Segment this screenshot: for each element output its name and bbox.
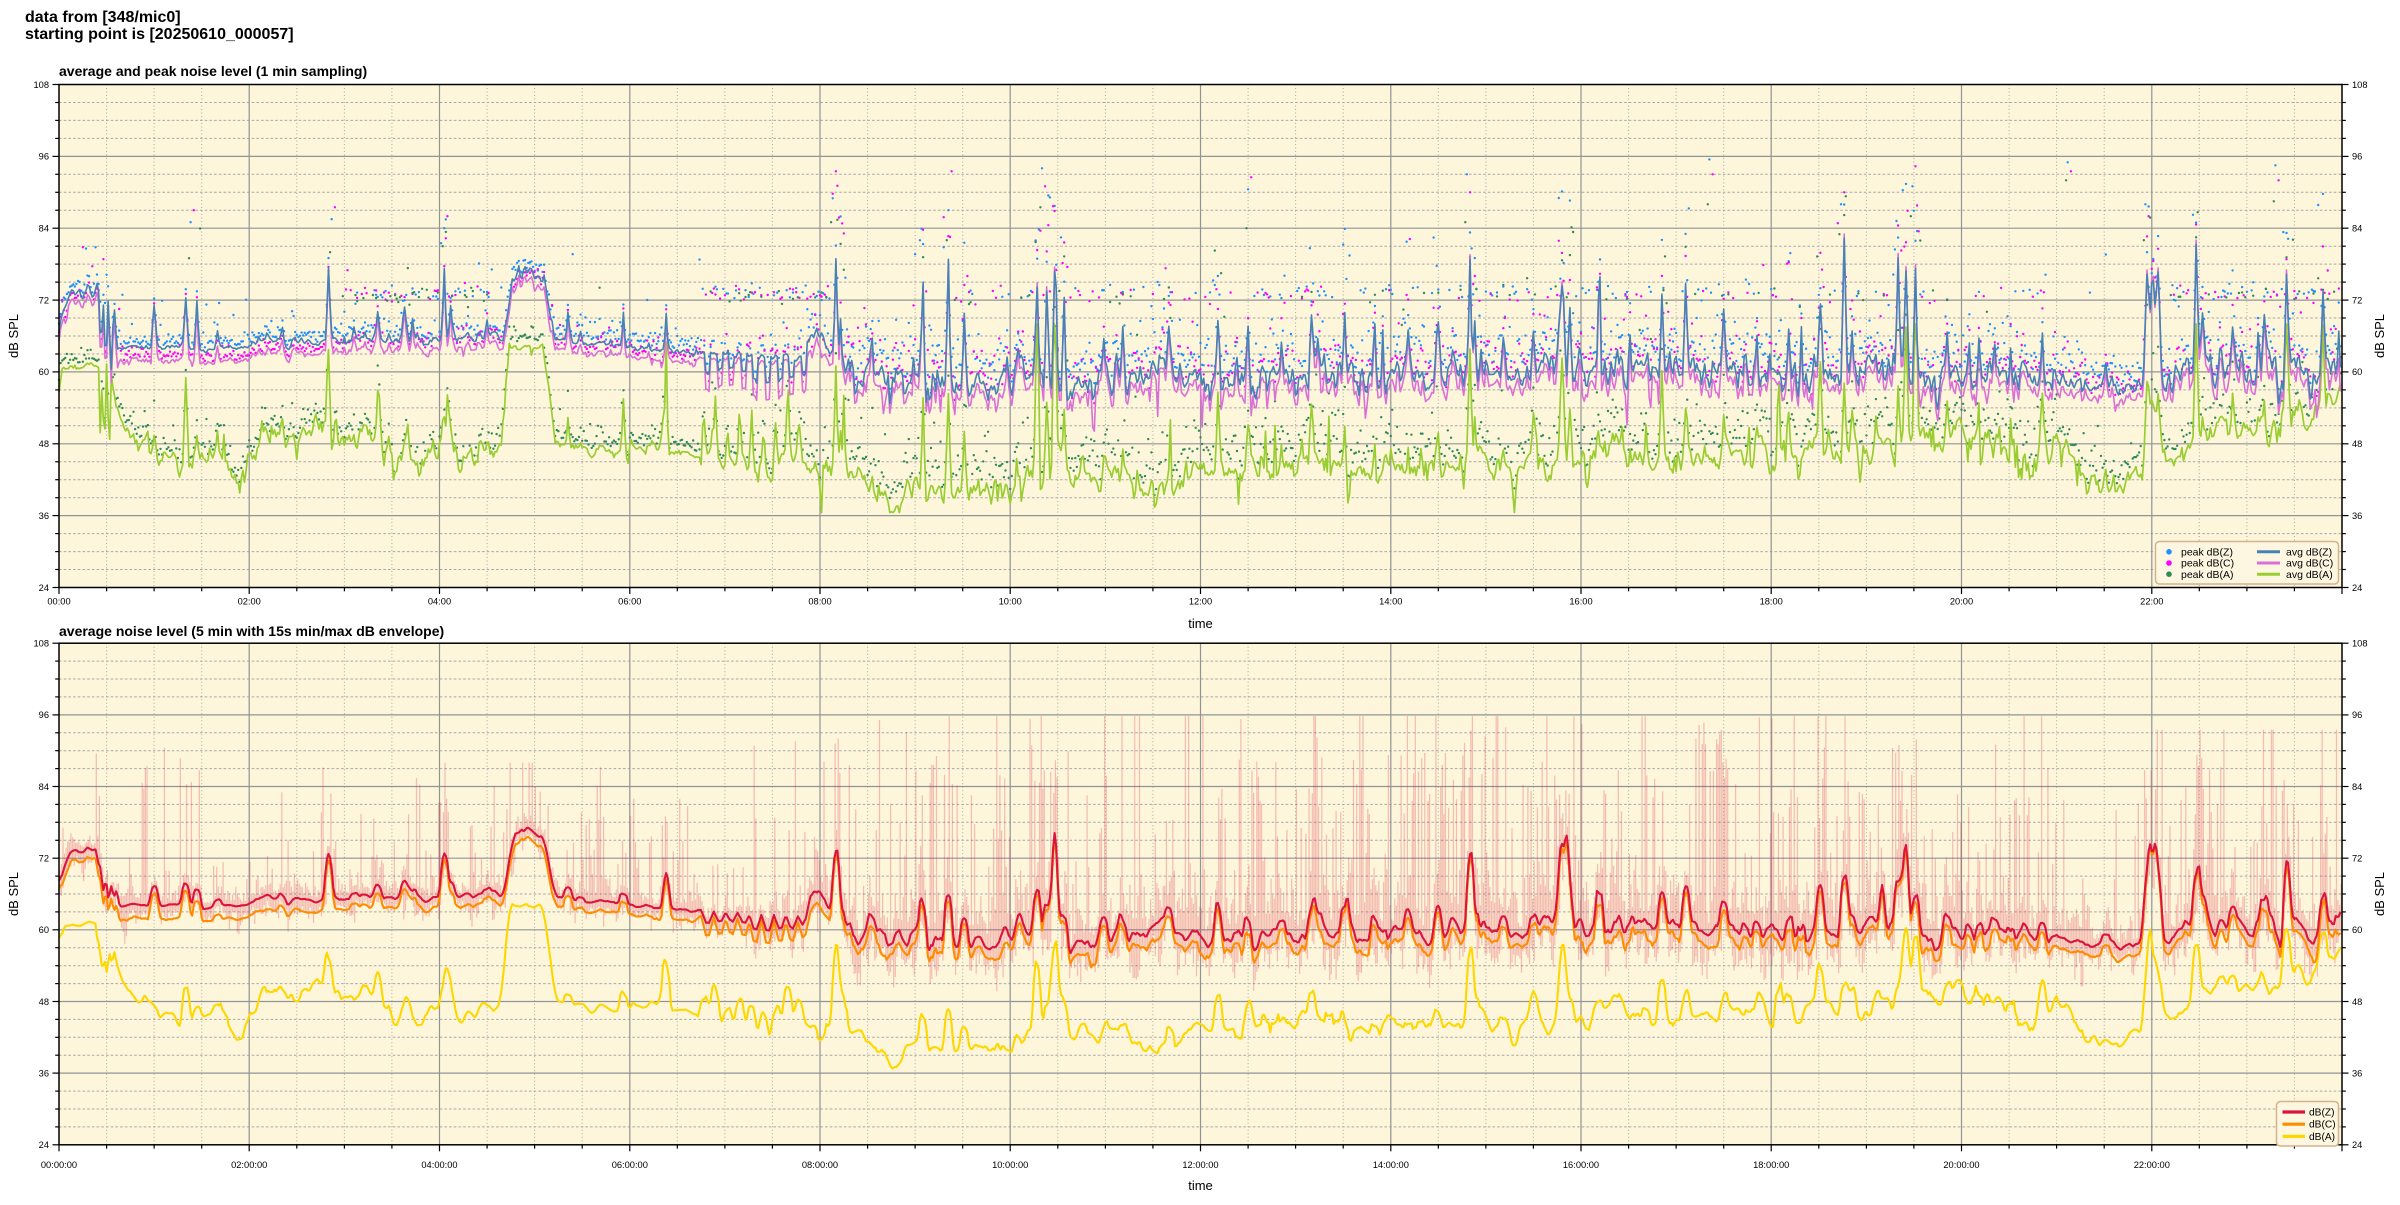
svg-text:14:00:00: 14:00:00 (1373, 1160, 1409, 1170)
svg-text:96: 96 (2352, 152, 2362, 162)
svg-text:peak dB(C): peak dB(C) (2181, 558, 2234, 570)
svg-text:dB SPL: dB SPL (6, 314, 21, 358)
svg-text:10:00: 10:00 (999, 597, 1022, 607)
svg-text:72: 72 (2352, 854, 2362, 864)
svg-text:20:00: 20:00 (1950, 597, 1973, 607)
svg-text:06:00:00: 06:00:00 (612, 1160, 648, 1170)
svg-text:108: 108 (33, 639, 49, 649)
svg-text:24: 24 (39, 1140, 49, 1150)
svg-text:48: 48 (39, 439, 49, 449)
svg-text:08:00: 08:00 (808, 597, 831, 607)
svg-text:108: 108 (2352, 639, 2368, 649)
svg-text:12:00: 12:00 (1189, 597, 1212, 607)
svg-text:dB(Z): dB(Z) (2309, 1108, 2334, 1119)
svg-text:108: 108 (33, 80, 49, 90)
svg-text:16:00: 16:00 (1569, 597, 1592, 607)
svg-text:96: 96 (39, 152, 49, 162)
svg-text:average noise level (5 min wit: average noise level (5 min with 15s min/… (59, 623, 444, 639)
svg-text:04:00:00: 04:00:00 (421, 1160, 457, 1170)
svg-text:36: 36 (39, 511, 49, 521)
svg-text:18:00: 18:00 (1760, 597, 1783, 607)
svg-text:96: 96 (39, 710, 49, 720)
svg-text:dB(A): dB(A) (2309, 1132, 2335, 1143)
svg-text:36: 36 (2352, 1068, 2362, 1078)
svg-text:dB SPL: dB SPL (6, 872, 21, 916)
svg-text:time: time (1188, 616, 1213, 631)
svg-text:starting point is [20250610_00: starting point is [20250610_000057] (25, 26, 294, 43)
svg-text:06:00: 06:00 (618, 597, 641, 607)
svg-text:18:00:00: 18:00:00 (1753, 1160, 1789, 1170)
svg-text:84: 84 (39, 782, 49, 792)
svg-text:48: 48 (39, 997, 49, 1007)
svg-text:avg dB(A): avg dB(A) (2286, 569, 2333, 581)
svg-text:48: 48 (2352, 439, 2362, 449)
svg-text:02:00:00: 02:00:00 (231, 1160, 267, 1170)
svg-text:00:00: 00:00 (47, 597, 70, 607)
svg-text:72: 72 (39, 295, 49, 305)
svg-text:36: 36 (2352, 511, 2362, 521)
svg-text:08:00:00: 08:00:00 (802, 1160, 838, 1170)
svg-text:peak dB(Z): peak dB(Z) (2181, 546, 2233, 558)
svg-text:time: time (1188, 1178, 1213, 1193)
svg-text:72: 72 (39, 854, 49, 864)
svg-text:84: 84 (2352, 782, 2362, 792)
svg-text:24: 24 (2352, 1140, 2362, 1150)
svg-text:60: 60 (2352, 925, 2362, 935)
svg-text:avg dB(Z): avg dB(Z) (2286, 546, 2332, 558)
svg-text:24: 24 (2352, 583, 2362, 593)
svg-text:60: 60 (39, 925, 49, 935)
svg-text:average and peak noise level (: average and peak noise level (1 min samp… (59, 63, 367, 79)
svg-text:04:00: 04:00 (428, 597, 451, 607)
svg-text:12:00:00: 12:00:00 (1182, 1160, 1218, 1170)
svg-text:20:00:00: 20:00:00 (1943, 1160, 1979, 1170)
svg-text:96: 96 (2352, 710, 2362, 720)
svg-text:48: 48 (2352, 997, 2362, 1007)
svg-text:dB SPL: dB SPL (2372, 872, 2387, 916)
svg-text:72: 72 (2352, 295, 2362, 305)
svg-text:84: 84 (39, 224, 49, 234)
svg-text:dB SPL: dB SPL (2372, 314, 2387, 358)
svg-text:36: 36 (39, 1068, 49, 1078)
svg-text:22:00:00: 22:00:00 (2134, 1160, 2170, 1170)
svg-text:60: 60 (39, 367, 49, 377)
svg-text:10:00:00: 10:00:00 (992, 1160, 1028, 1170)
svg-text:avg dB(C): avg dB(C) (2286, 558, 2333, 570)
svg-text:dB(C): dB(C) (2309, 1120, 2336, 1131)
svg-text:24: 24 (39, 583, 49, 593)
svg-text:84: 84 (2352, 224, 2362, 234)
svg-text:14:00: 14:00 (1379, 597, 1402, 607)
svg-text:108: 108 (2352, 80, 2368, 90)
svg-text:data from [348/mic0]: data from [348/mic0] (25, 9, 181, 26)
svg-text:22:00: 22:00 (2140, 597, 2163, 607)
svg-text:peak dB(A): peak dB(A) (2181, 569, 2234, 581)
svg-text:02:00: 02:00 (238, 597, 261, 607)
svg-text:16:00:00: 16:00:00 (1563, 1160, 1599, 1170)
svg-text:00:00:00: 00:00:00 (41, 1160, 77, 1170)
svg-text:60: 60 (2352, 367, 2362, 377)
